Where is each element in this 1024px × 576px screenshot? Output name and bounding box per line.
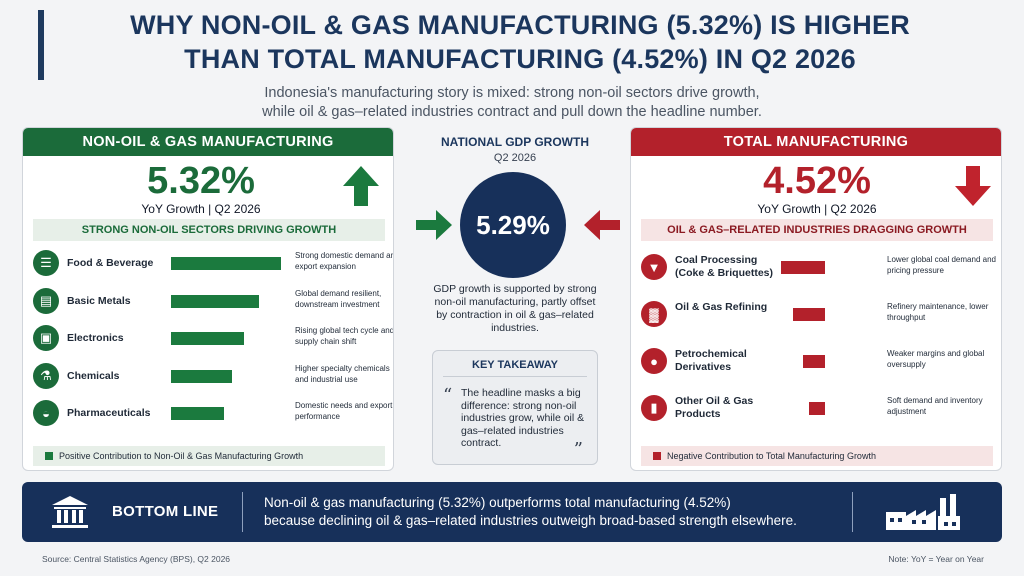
refinery-icon: ▓ (641, 301, 667, 327)
left-row-note: Rising global tech cycle and supply chai… (295, 326, 394, 346)
gdp-explanation: GDP growth is supported by strong non-oi… (433, 283, 597, 334)
metal-bars-icon: ▤ (33, 287, 59, 314)
legend-swatch (45, 452, 53, 460)
non-oil-panel-header: NON-OIL & GAS MANUFACTURING (23, 128, 393, 156)
left-row-note: Global demand resilient, downstream inve… (295, 288, 382, 309)
left-row-label: Electronics (67, 332, 124, 344)
bottom-line-label: BOTTOM LINE (112, 503, 219, 520)
left-row-label: Chemicals (67, 369, 120, 382)
right-row: ▼ Coal Processing (Coke & Briquettes) Lowe… (639, 250, 996, 286)
title-accent-bar (38, 10, 44, 80)
left-row: ▤ Basic Metals Global demand resilient, do… (31, 284, 387, 320)
left-row-bar (171, 369, 232, 383)
left-row: ⚗ Chemicals Higher specialty chemicals and… (31, 359, 390, 395)
fuel-pump-icon: ▮ (641, 395, 667, 421)
gdp-value: 5.29% (460, 172, 566, 278)
page-subtitle: Indonesia's manufacturing story is mixed… (100, 84, 924, 122)
arrow-right-icon (416, 210, 452, 240)
arrow-down-icon (955, 166, 991, 206)
utensils-icon: ☰ (33, 250, 59, 276)
non-oil-legend: Positive Contribution to Non-Oil & Gas M… (33, 446, 385, 466)
left-row: ☰ Food & Beverage Strong domestic demand a… (31, 246, 393, 282)
right-row-bar (793, 308, 825, 321)
left-row-note: Domestic needs and export performance (295, 401, 393, 421)
non-oil-section-header: STRONG NON-OIL SECTORS DRIVING GROWTH (33, 219, 385, 241)
non-oil-panel: NON-OIL & GAS MANUFACTURING 5.32% YoY Gr… (22, 127, 394, 471)
left-row-note: Higher specialty chemicals and industria… (295, 363, 390, 384)
right-row-note: Soft demand and inventory adjustment (887, 396, 983, 416)
total-legend: Negative Contribution to Total Manufactu… (641, 446, 993, 466)
arrow-left-icon (584, 210, 620, 240)
right-row-bar (781, 261, 825, 274)
flask-icon: ⚗ (33, 362, 59, 389)
non-oil-growth-label: YoY Growth | Q2 2026 (141, 202, 261, 216)
total-growth-label: YoY Growth | Q2 2026 (757, 202, 877, 216)
divider (852, 492, 853, 532)
left-row-label: Pharmaceuticals (67, 407, 151, 419)
legend-swatch (653, 452, 661, 460)
title-line-2: THAN TOTAL MANUFACTURING (4.52%) IN Q2 2… (184, 44, 856, 74)
bottom-line-banner: BOTTOM LINE Non-oil & gas manufacturing … (22, 482, 1002, 542)
right-row-note: Refinery maintenance, lower throughput (887, 302, 989, 322)
left-row-bar (171, 294, 259, 308)
right-row: ▮ Other Oil & Gas Products Soft demand and… (639, 391, 995, 427)
non-oil-growth-value: 5.32% (147, 160, 255, 202)
pill-icon: ◒ (33, 400, 59, 426)
close-quote-icon: ” (573, 439, 583, 460)
left-row-bar (171, 332, 244, 345)
non-oil-legend-text: Positive Contribution to Non-Oil & Gas M… (59, 451, 304, 461)
institution-icon (52, 496, 88, 528)
title-line-1: WHY NON-OIL & GAS MANUFACTURING (5.32%) … (130, 10, 910, 40)
left-row-label: Basic Metals (67, 294, 131, 307)
subtitle-line-2: while oil & gas–related industries contr… (262, 104, 762, 120)
total-growth-value: 4.52% (763, 160, 871, 202)
left-row-bar (171, 257, 281, 270)
divider (242, 492, 243, 532)
right-row-note: Lower global coal demand and pricing pre… (887, 255, 996, 275)
gdp-period: Q2 2026 (493, 152, 537, 164)
total-legend-text: Negative Contribution to Total Manufactu… (667, 451, 876, 461)
right-row: ● Petrochemical Derivatives Weaker margins… (639, 344, 995, 380)
key-takeaway-heading: KEY TAKEAWAY (443, 359, 587, 377)
right-row-bar (809, 402, 825, 415)
bottom-line-text: Non-oil & gas manufacturing (5.32%) outp… (264, 494, 864, 530)
source-note: Source: Central Statistics Agency (BPS),… (42, 554, 231, 564)
bottom-line-text-2: because declining oil & gas–related indu… (264, 513, 797, 528)
left-row-bar (171, 407, 224, 420)
left-row: ◒ Pharmaceuticals Domestic needs and expor… (31, 396, 392, 432)
gdp-heading: NATIONAL GDP GROWTH (441, 135, 589, 149)
yoy-footnote: Note: YoY = Year on Year (888, 554, 984, 564)
right-row-label: Petrochemical Derivatives (675, 348, 747, 373)
right-row-bar (803, 355, 825, 368)
right-row-label: Coal Processing (Coke & Briquettes) (675, 254, 774, 279)
right-row: ▓ Oil & Gas Refining Refinery maintenance,… (639, 297, 995, 333)
oil-gas-section-header: OIL & GAS–RELATED INDUSTRIES DRAGGING GR… (641, 219, 993, 241)
right-row-label: Other Oil & Gas Products (675, 395, 754, 420)
right-row-label: Oil & Gas Refining (675, 301, 768, 313)
right-row-note: Weaker margins and global oversupply (887, 349, 985, 369)
mine-cart-icon: ▼ (641, 254, 667, 280)
total-manufacturing-panel: TOTAL MANUFACTURING 4.52% YoY Growth | Q… (630, 127, 1002, 471)
open-quote-icon: “ (443, 385, 453, 406)
arrow-up-icon (343, 166, 379, 206)
key-takeaway-box: KEY TAKEAWAY “ The headline masks a big … (432, 350, 598, 465)
left-row-label: Food & Beverage (67, 257, 154, 269)
left-row-note: Strong domestic demand and export expans… (295, 251, 394, 271)
factory-icon (886, 494, 960, 530)
bottom-line-text-1: Non-oil & gas manufacturing (5.32%) outp… (264, 495, 731, 510)
subtitle-line-1: Indonesia's manufacturing story is mixed… (264, 85, 760, 101)
page-title: WHY NON-OIL & GAS MANUFACTURING (5.32%) … (60, 8, 980, 76)
key-takeaway-text: The headline masks a big difference: str… (461, 387, 585, 449)
left-row: ▣ Electronics Rising global tech cycle and… (31, 321, 393, 357)
total-panel-header: TOTAL MANUFACTURING (631, 128, 1001, 156)
droplet-icon: ● (641, 348, 667, 374)
chip-icon: ▣ (33, 325, 59, 351)
